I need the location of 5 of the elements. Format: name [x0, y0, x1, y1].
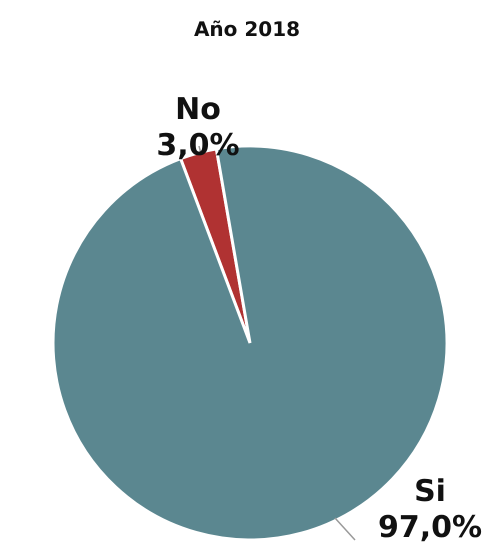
data-label: 3,0%: [156, 128, 240, 163]
slice-label: Si: [414, 474, 446, 509]
data-label: 97,0%: [378, 510, 482, 545]
chart-title: Año 2018: [194, 17, 300, 41]
slice-label: No: [175, 92, 221, 127]
